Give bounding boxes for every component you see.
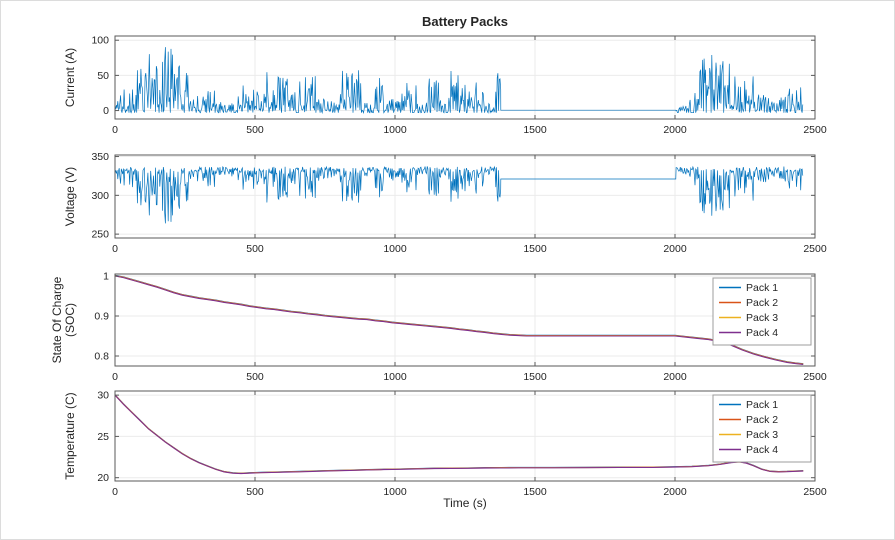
soc-line-pack2 xyxy=(114,274,804,365)
legend-label: Pack 2 xyxy=(746,414,778,426)
soc-legend: Pack 1 Pack 2 Pack 3 Pack 4 xyxy=(712,277,812,346)
x-tick-label: 0 xyxy=(112,486,118,498)
temperature-line-pack4 xyxy=(114,394,804,475)
legend-label: Pack 4 xyxy=(746,444,778,456)
temperature-line-pack3 xyxy=(114,394,804,474)
y-tick-label: 250 xyxy=(91,229,109,241)
x-tick-label: 2000 xyxy=(663,243,687,255)
voltage-series xyxy=(114,165,804,224)
soc-subplot: 0 500 1000 1500 2000 2500 0.8 0.9 1 State Of Char… xyxy=(50,271,827,384)
voltage-subplot: 0 500 1000 1500 2000 2500 250 300 350 Voltage (V) xyxy=(63,151,827,255)
soc-line-pack3 xyxy=(114,275,804,365)
soc-series xyxy=(114,274,804,365)
x-tick-label: 1000 xyxy=(383,124,407,136)
x-tick-label: 1000 xyxy=(383,371,407,383)
x-tick-label: 0 xyxy=(112,124,118,136)
temperature-legend: Pack 1 Pack 2 Pack 3 Pack 4 xyxy=(712,394,812,463)
x-tick-label: 500 xyxy=(246,243,264,255)
x-tick-label: 1000 xyxy=(383,243,407,255)
x-tick-label: 500 xyxy=(246,486,264,498)
voltage-line xyxy=(114,165,804,224)
y-tick-label: 50 xyxy=(97,70,109,82)
temperature-y-axis-label: Temperature (C) xyxy=(63,392,77,479)
legend-label: Pack 3 xyxy=(746,429,778,441)
x-axis-label: Time (s) xyxy=(443,496,487,510)
x-tick-label: 1000 xyxy=(383,486,407,498)
y-tick-label: 0.8 xyxy=(94,351,109,363)
x-tick-label: 2500 xyxy=(803,371,827,383)
legend-label: Pack 3 xyxy=(746,312,778,324)
current-subplot: 0 500 1000 1500 2000 2500 0 50 100 Current (A) xyxy=(63,35,827,136)
axes-box xyxy=(114,273,816,367)
x-tick-label: 2000 xyxy=(663,124,687,136)
y-tick-label: 20 xyxy=(97,472,109,484)
voltage-y-axis-label: Voltage (V) xyxy=(63,167,77,226)
legend-label: Pack 1 xyxy=(746,282,778,294)
y-tick-label: 0.9 xyxy=(94,311,109,323)
current-series xyxy=(114,47,804,115)
x-tick-label: 500 xyxy=(246,371,264,383)
soc-line-pack4 xyxy=(114,275,804,365)
legend-label: Pack 2 xyxy=(746,297,778,309)
figure-title: Battery Packs xyxy=(422,14,508,29)
legend-box xyxy=(712,277,812,346)
y-tick-label: 300 xyxy=(91,190,109,202)
y-tick-label: 1 xyxy=(103,271,109,283)
x-tick-label: 0 xyxy=(112,243,118,255)
x-tick-label: 1500 xyxy=(523,243,547,255)
x-tick-label: 2500 xyxy=(803,486,827,498)
temperature-line-pack1 xyxy=(114,394,804,474)
x-tick-label: 2500 xyxy=(803,243,827,255)
y-tick-label: 30 xyxy=(97,390,109,402)
axes-box xyxy=(114,35,816,120)
x-tick-label: 2000 xyxy=(663,371,687,383)
legend-box xyxy=(712,394,812,463)
y-tick-label: 100 xyxy=(91,35,109,47)
axes-box xyxy=(114,154,816,239)
current-line xyxy=(114,47,804,115)
legend-label: Pack 4 xyxy=(746,327,778,339)
temperature-line-pack2 xyxy=(114,394,804,474)
y-tick-label: 25 xyxy=(97,431,109,443)
soc-y-axis-label: (SOC) xyxy=(63,303,77,337)
x-tick-label: 2500 xyxy=(803,124,827,136)
temperature-series xyxy=(114,394,804,475)
legend-label: Pack 1 xyxy=(746,399,778,411)
x-tick-label: 2000 xyxy=(663,486,687,498)
y-tick-label: 350 xyxy=(91,151,109,163)
x-tick-label: 1500 xyxy=(523,371,547,383)
x-tick-label: 0 xyxy=(112,371,118,383)
soc-line-pack1 xyxy=(114,274,804,365)
soc-y-axis-label: State Of Charge xyxy=(50,276,64,363)
x-tick-label: 500 xyxy=(246,124,264,136)
y-tick-label: 0 xyxy=(103,105,109,117)
temperature-subplot: 0 500 1000 1500 2000 2500 20 25 30 Temperature (C… xyxy=(63,390,827,498)
x-tick-label: 1500 xyxy=(523,486,547,498)
x-tick-label: 1500 xyxy=(523,124,547,136)
current-y-axis-label: Current (A) xyxy=(63,48,77,107)
